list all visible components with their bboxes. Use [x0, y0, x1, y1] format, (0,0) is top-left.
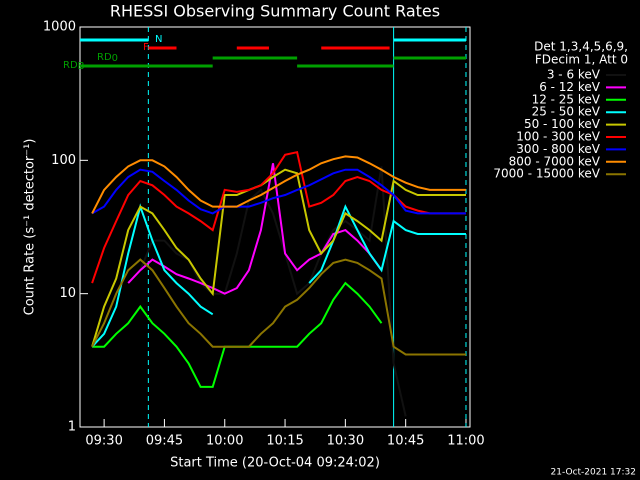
x-tick-label: 09:45	[146, 434, 183, 449]
flag-label: RDB	[63, 60, 85, 72]
series-line	[92, 281, 383, 388]
series-line	[91, 151, 466, 284]
y-tick-label: 1000	[43, 20, 76, 35]
x-tick-label: 10:45	[387, 434, 424, 449]
series-line	[91, 258, 466, 356]
x-axis-label: Start Time (20-Oct-04 09:24:02)	[170, 456, 380, 471]
legend-title: FDecim 1, Att 0	[535, 53, 628, 67]
x-tick-label: 10:00	[206, 434, 243, 449]
legend-label: 6 - 12 keV	[539, 80, 601, 94]
x-tick-label: 10:30	[327, 434, 364, 449]
y-tick-label: 1	[68, 420, 76, 435]
legend-label: 12 - 25 keV	[532, 92, 601, 106]
legend-label: 50 - 100 keV	[524, 117, 601, 131]
legend-title: Det 1,3,4,5,6,9,	[534, 40, 628, 54]
series-line	[127, 163, 383, 295]
series-line	[91, 168, 466, 347]
x-tick-label: 09:30	[85, 434, 122, 449]
flag-label: N	[155, 34, 162, 45]
series-line	[139, 166, 407, 417]
plot-frame	[79, 26, 471, 428]
series-line	[91, 155, 466, 214]
legend-label: 100 - 300 keV	[516, 130, 600, 144]
footer: 21-Oct-2021 17:32	[551, 468, 636, 478]
legend-label: 300 - 800 keV	[516, 142, 600, 156]
flag-label: F	[143, 42, 149, 53]
legend-label: 3 - 6 keV	[547, 68, 601, 82]
y-axis-label: Count Rate (s⁻¹ detector⁻¹)	[23, 139, 38, 316]
legend-label: 7000 - 15000 keV	[493, 167, 600, 181]
x-tick-label: 11:00	[447, 434, 484, 449]
legend-label: 25 - 50 keV	[532, 105, 601, 119]
y-tick-label: 100	[51, 153, 76, 168]
series-line	[91, 168, 466, 215]
legend-label: 800 - 7000 keV	[509, 154, 601, 168]
flag-label: RD0	[97, 52, 118, 64]
chart-title: RHESSI Observing Summary Count Rates	[110, 2, 440, 21]
y-tick-label: 10	[59, 286, 76, 301]
x-tick-label: 10:15	[266, 434, 303, 449]
